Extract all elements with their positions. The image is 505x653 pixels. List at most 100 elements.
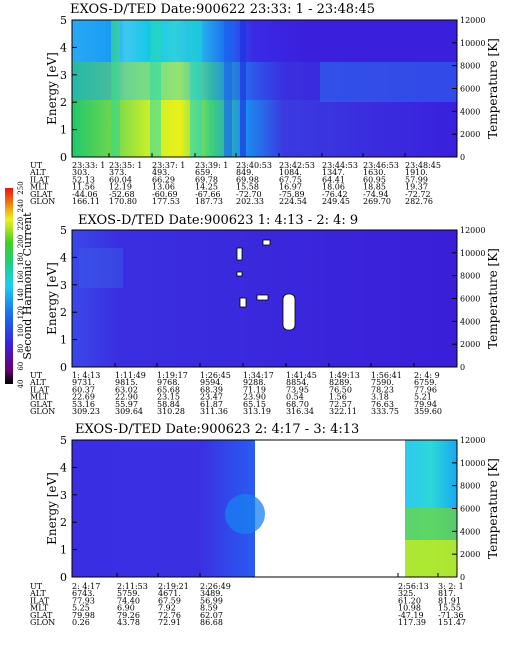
y-tick-label: 4 — [60, 251, 67, 264]
table-cell: 249.45 — [322, 197, 350, 206]
table-cell: 10.98 — [398, 604, 421, 613]
table-cell: 849. — [236, 168, 254, 177]
table-cell: 74.40 — [117, 596, 140, 605]
table-cell: 166.11 — [72, 197, 100, 206]
y-tick-label: 1 — [60, 334, 67, 347]
table-cell: 1: 4:13 — [72, 371, 100, 380]
y2-tick-label: 4000 — [460, 317, 480, 326]
panel-1-tail — [320, 62, 457, 102]
table-cell: 2:56:13 — [398, 582, 429, 591]
table-row-label: ILAT — [30, 596, 50, 605]
y2-axis-label: Temperature [K] — [486, 458, 500, 559]
panel-2: EXOS-D/TED Date:900623 1: 4:13 - 2: 4: 9… — [29, 213, 500, 416]
y-tick-label: 5 — [60, 434, 67, 447]
y-tick-label: 3 — [60, 69, 67, 82]
table-cell: 7590. — [371, 378, 394, 387]
colorbar-tick-label: 80 — [17, 344, 25, 353]
table-cell: 68.70 — [286, 400, 309, 409]
colorbar-tick-label: 220 — [17, 217, 25, 230]
table-cell: 6759. — [414, 378, 437, 387]
table-cell: 23:35: 1 — [109, 161, 142, 170]
table-row-label: UT — [30, 582, 43, 591]
table-cell: 1:56:41 — [371, 371, 402, 380]
panel-1: EXOS-D/TED Date:900622 23:33: 1 - 23:48:… — [29, 2, 500, 206]
table-cell: 5.21 — [414, 393, 432, 402]
y2-tick-label: 12000 — [460, 226, 485, 235]
table-cell: 73.95 — [286, 385, 309, 394]
panel-1-strip-c — [190, 20, 202, 157]
colorbar-tick-label: 40 — [17, 380, 25, 389]
y-tick-label: 3 — [60, 489, 67, 502]
table-cell: 817. — [438, 589, 456, 598]
y2-tick-label: 12000 — [460, 16, 485, 25]
table-cell: 1910. — [405, 168, 428, 177]
table-cell: -47.19 — [398, 611, 424, 620]
table-cell: 78.23 — [371, 385, 394, 394]
table-row-label: ALT — [29, 168, 46, 177]
table-cell: 151.47 — [438, 618, 466, 627]
table-cell: -44.06 — [72, 190, 98, 199]
table-cell: 493. — [152, 168, 170, 177]
table-row-label: MLT — [30, 393, 49, 402]
table-cell: 659. — [195, 168, 213, 177]
table-cell: 68.39 — [200, 385, 223, 394]
table-cell: 23:48:45 — [405, 161, 441, 170]
table-cell: 7.92 — [158, 604, 176, 613]
table-cell: 3489. — [200, 589, 223, 598]
table-cell: 9768. — [157, 378, 180, 387]
colorbar-tick-label: 250 — [17, 181, 25, 194]
y2-tick-label: 2000 — [460, 130, 480, 139]
table-cell: 79.26 — [117, 611, 140, 620]
y-tick-label: 1 — [60, 124, 67, 137]
panel-1-strip-b — [150, 20, 161, 157]
table-cell: -52.68 — [109, 190, 135, 199]
y2-tick-label: 6000 — [460, 295, 480, 304]
y-axis-label: Energy [eV] — [45, 472, 59, 545]
table-cell: 11.56 — [72, 183, 95, 192]
table-cell: -60.69 — [152, 190, 178, 199]
table-cell: 15.58 — [236, 183, 259, 192]
table-cell: 14.25 — [195, 183, 218, 192]
table-cell: 18.85 — [363, 183, 386, 192]
y2-axis-label: Temperature [K] — [486, 248, 500, 349]
table-row-label: UT — [30, 161, 43, 170]
table-row-label: GLON — [30, 197, 55, 206]
table-cell: 1.56 — [329, 393, 347, 402]
table-cell: 67.59 — [158, 596, 181, 605]
table-row-label: MLT — [30, 183, 49, 192]
table-row-label: ILAT — [30, 385, 50, 394]
table-cell: 58.84 — [157, 400, 180, 409]
y2-axis-label: Temperature [K] — [486, 38, 500, 139]
panel-1-strip-e — [240, 20, 246, 157]
table-cell: 55.97 — [115, 400, 138, 409]
table-row-label: UT — [30, 371, 43, 380]
table-cell: 23:46:53 — [363, 161, 399, 170]
table-cell: 66.29 — [152, 175, 175, 184]
y-tick-label: 5 — [60, 224, 67, 237]
table-cell: 77.93 — [72, 596, 95, 605]
table-cell: 23:42:53 — [279, 161, 315, 170]
panel-1-band-low — [72, 100, 457, 157]
table-cell: 4671. — [158, 589, 181, 598]
y-tick-label: 0 — [60, 571, 67, 584]
table-cell: 269.70 — [363, 197, 391, 206]
colorbar-tick-label: 60 — [17, 362, 25, 371]
panel-3-right-bottom — [405, 540, 457, 577]
panel-2-white-1 — [236, 247, 243, 261]
table-cell: 1:11:49 — [115, 371, 146, 380]
table-cell: 310.28 — [157, 407, 185, 416]
table-cell: 23:33: 1 — [72, 161, 105, 170]
table-cell: 18.06 — [322, 183, 345, 192]
y-tick-label: 4 — [60, 461, 67, 474]
table-cell: 313.19 — [243, 407, 271, 416]
table-cell: 322.11 — [329, 407, 357, 416]
colorbar-label: Second Harmonic Current — [21, 212, 34, 360]
table-cell: 2: 4:17 — [72, 582, 100, 591]
table-cell: 3.18 — [371, 393, 389, 402]
colorbar: 40 60 80 100 120 140 160 180 200 220 240 250 Second… — [5, 181, 34, 388]
table-cell: 202.33 — [236, 197, 264, 206]
table-cell: 12.19 — [109, 183, 132, 192]
panel-2-white-3 — [236, 271, 243, 277]
table-cell: 170.80 — [109, 197, 137, 206]
panel-3-blob — [225, 494, 265, 534]
